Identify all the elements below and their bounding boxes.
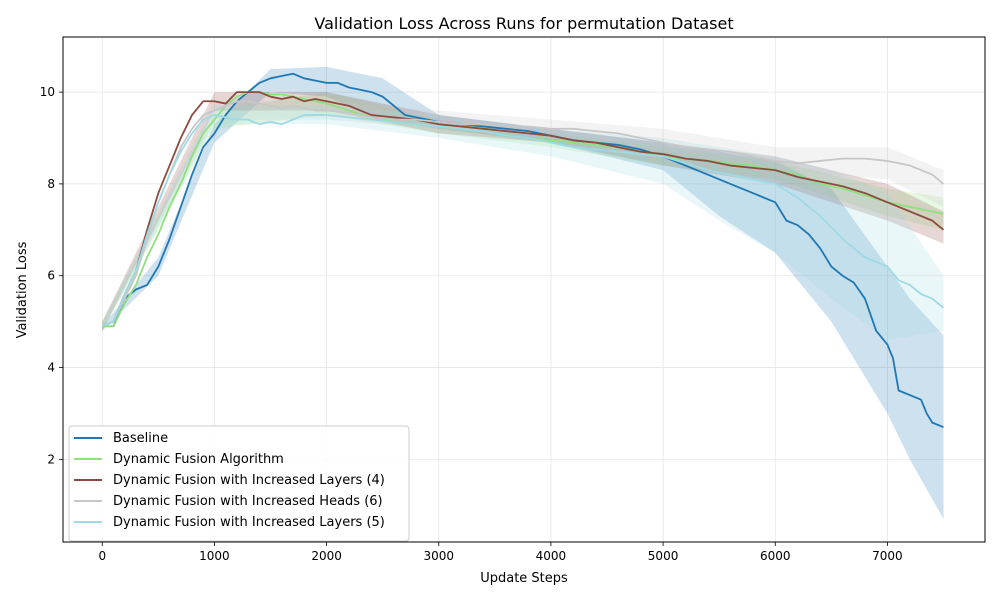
x-tick-label: 3000: [423, 549, 454, 563]
legend-label-1: Baseline: [113, 431, 168, 446]
y-tick-label: 2: [47, 452, 55, 466]
x-tick-label: 5000: [648, 549, 679, 563]
y-tick-label: 4: [47, 361, 55, 375]
series-lines: [101, 72, 945, 429]
legend-label-4: Dynamic Fusion with Increased Heads (6): [113, 494, 383, 509]
y-tick-label: 8: [47, 177, 55, 191]
plot-frame: [62, 36, 986, 543]
x-tick-label: 7000: [872, 549, 903, 563]
x-tick-label: 1000: [199, 549, 230, 563]
legend-label-5: Dynamic Fusion with Increased Layers (5): [113, 515, 385, 530]
y-tick-label: 10: [40, 85, 55, 99]
legend: Baseline Dynamic Fusion Algorithm Dynamic …: [68, 425, 410, 542]
line-series-5: [101, 114, 945, 328]
x-axis-label: Update Steps: [480, 571, 568, 586]
chart-title: Validation Loss Across Runs for permutat…: [314, 14, 733, 33]
y-tick-label: 6: [47, 269, 55, 283]
legend-label-2: Dynamic Fusion Algorithm: [113, 452, 284, 467]
x-tick-label: 6000: [760, 549, 791, 563]
legend-box: [68, 425, 410, 542]
x-axis: 0 1000 2000 3000 4000 5000 6000 7000: [98, 542, 903, 563]
y-axis: 2 4 6 8 10: [40, 85, 63, 466]
band-series-2: [102, 92, 944, 331]
legend-label-3: Dynamic Fusion with Increased Layers (4): [113, 473, 385, 488]
band-series-4: [102, 101, 944, 331]
x-tick-label: 2000: [311, 549, 342, 563]
x-tick-label: 4000: [536, 549, 567, 563]
y-axis-label: Validation Loss: [15, 241, 30, 338]
x-tick-label: 0: [98, 549, 106, 563]
band-series-1: [102, 66, 944, 520]
line-series-4: [101, 100, 945, 328]
